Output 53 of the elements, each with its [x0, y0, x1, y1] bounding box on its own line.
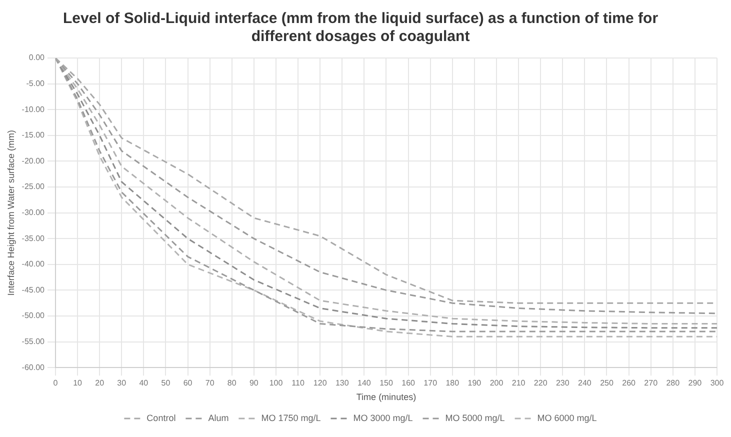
y-axis-title: Interface Height from Water surface (mm): [6, 130, 16, 296]
x-tick-label: 150: [380, 378, 394, 388]
x-tick-label: 200: [490, 378, 504, 388]
legend-label: MO 3000 mg/L: [353, 412, 413, 423]
chart-title: Level of Solid-Liquid interface (mm from the liquid surface) as a function of time for different dosages of coagulant: [62, 10, 658, 46]
y-tick-label: -10.00: [22, 104, 46, 114]
x-tick-label: 290: [688, 378, 702, 388]
x-tick-label: 190: [468, 378, 482, 388]
y-tick-label: -40.00: [22, 260, 46, 269]
x-tick-label: 220: [534, 378, 548, 388]
y-tick-label: -35.00: [22, 234, 46, 243]
x-tick-label: 90: [249, 378, 259, 388]
x-tick-label: 100: [269, 378, 284, 388]
legend-label: Alum: [208, 412, 229, 423]
y-tick-label: -55.00: [22, 337, 46, 346]
x-tick-label: 160: [402, 378, 416, 388]
legend-label: MO 1750 mg/L: [261, 412, 321, 423]
x-tick-label: 180: [446, 378, 460, 388]
x-tick-label: 300: [710, 378, 724, 388]
x-tick-label: 70: [205, 378, 215, 388]
legend-label: MO 6000 mg/L: [537, 412, 597, 423]
x-tick-label: 270: [644, 378, 658, 388]
x-tick-label: 50: [161, 378, 171, 388]
legend-label: MO 5000 mg/L: [445, 412, 505, 423]
x-tick-label: 210: [512, 378, 526, 388]
x-tick-label: 60: [183, 378, 193, 388]
x-tick-label: 20: [95, 378, 105, 388]
y-tick-label: -25.00: [22, 182, 46, 192]
y-tick-label: -5.00: [26, 79, 46, 88]
legend-label: Control: [146, 412, 176, 423]
x-tick-label: 280: [666, 378, 680, 388]
y-tick-label: -30.00: [22, 208, 46, 218]
x-tick-label: 80: [227, 378, 237, 388]
x-tick-label: 260: [622, 378, 636, 388]
x-tick-label: 0: [53, 378, 58, 388]
y-tick-label: -15.00: [22, 130, 46, 140]
x-tick-label: 230: [556, 378, 570, 388]
x-tick-label: 30: [117, 378, 127, 388]
y-tick-label: -20.00: [22, 156, 46, 166]
x-tick-label: 120: [313, 378, 328, 388]
x-axis-title: Time (minutes): [356, 392, 416, 402]
x-tick-label: 130: [335, 378, 350, 388]
x-tick-label: 140: [358, 378, 372, 388]
y-tick-label: 0.00: [28, 53, 46, 62]
x-tick-label: 170: [424, 378, 438, 388]
x-tick-label: 40: [139, 378, 149, 388]
y-tick-label: -50.00: [22, 311, 46, 320]
y-tick-label: -45.00: [22, 285, 46, 294]
y-tick-label: -60.00: [22, 362, 46, 372]
x-tick-label: 110: [292, 378, 305, 388]
x-tick-label: 240: [578, 378, 592, 388]
x-tick-label: 10: [73, 378, 83, 388]
x-tick-label: 250: [600, 378, 614, 388]
